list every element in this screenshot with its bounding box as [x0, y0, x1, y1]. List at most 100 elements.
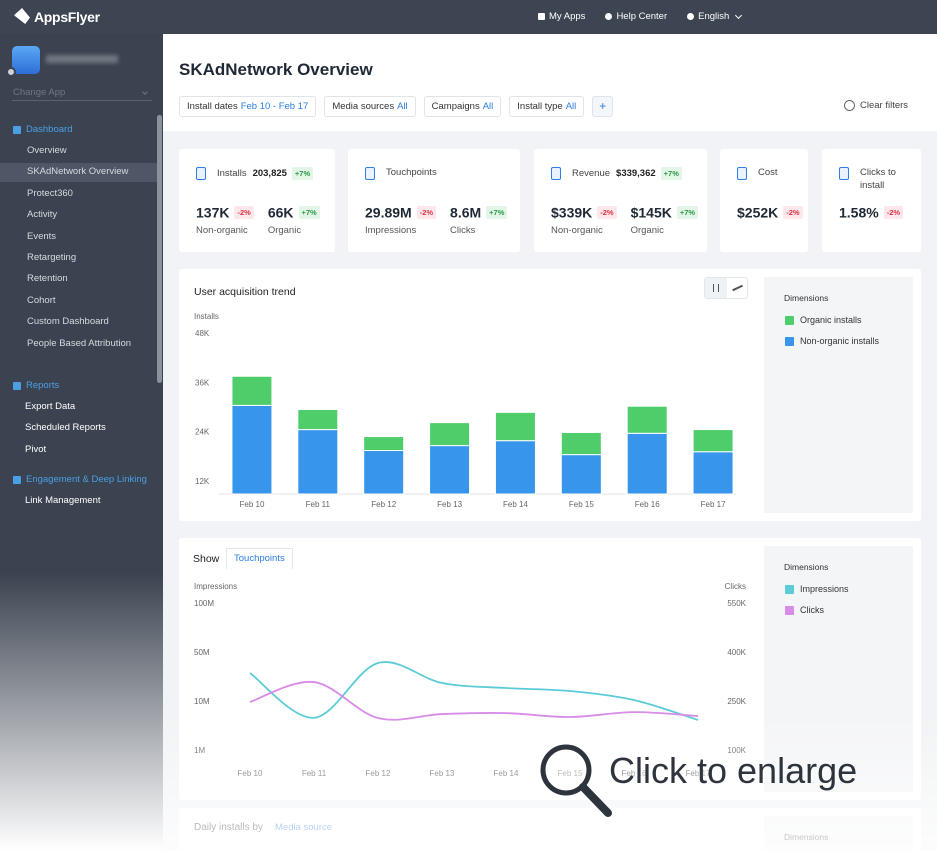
kpi-title: Revenue: [572, 168, 611, 180]
metric-row: 29.89M -2%: [365, 203, 437, 221]
nav-link[interactable]: Help Center: [605, 11, 667, 22]
logo-mark: [14, 8, 30, 24]
kpi-metric: 137K -2% Non-organic: [196, 203, 254, 236]
section-icon: [13, 126, 21, 134]
kpi-metric: $339K -2% Non-organic: [551, 203, 617, 236]
kpi-total: $339,362: [616, 168, 656, 180]
change-badge: -2%: [883, 205, 904, 219]
kpi-metrics: $339K -2% Non-organic $145K +7% Organic: [551, 203, 699, 236]
legend-label: Impressions: [800, 584, 849, 594]
bar-toggle[interactable]: [705, 278, 727, 298]
sidebar: Change App Dashboard Overview SKAdNetwork O…: [0, 34, 163, 851]
kpi-head: Cost: [758, 166, 814, 179]
filter-value: All: [565, 101, 577, 112]
sidebar-item[interactable]: SKAdNetwork Overview: [27, 166, 129, 178]
legend-label: Organic installs: [800, 315, 862, 325]
sidebar-item[interactable]: Custom Dashboard: [27, 316, 109, 328]
metric-value: $145K: [630, 204, 672, 221]
sidebar-item[interactable]: Retention: [27, 273, 68, 285]
filter-chip[interactable]: Media sources All: [324, 96, 416, 117]
kpi-icon: [551, 167, 561, 180]
filter-chip[interactable]: Campaigns All: [423, 96, 502, 117]
top-nav: My Apps Help Center English: [538, 11, 743, 22]
metric-value: 1.58%: [839, 204, 879, 221]
chart-type-toggle: [704, 277, 748, 299]
kpi-card: Cost $252K -2%: [720, 149, 808, 252]
legend-label: Clicks: [800, 605, 824, 615]
page-title: SKAdNetwork Overview: [179, 60, 373, 79]
selector-tab[interactable]: Touchpoints: [226, 548, 293, 569]
app-switch[interactable]: Change App: [13, 87, 66, 98]
nav-label: My Apps: [549, 11, 586, 22]
magnifier-handle: [579, 783, 612, 817]
legend-checkbox: [785, 605, 794, 615]
filter-label: Install dates: [187, 101, 238, 112]
kpi-icon: [737, 167, 747, 180]
kpi-icon: [365, 167, 375, 180]
sidebar-item[interactable]: Activity: [27, 209, 58, 221]
section-title[interactable]: Reports: [26, 380, 60, 391]
metric-value: 8.6M: [450, 204, 482, 221]
sidebar-item[interactable]: Events: [27, 230, 57, 242]
change-badge: -2%: [597, 205, 617, 219]
sidebar-item[interactable]: Cohort: [27, 294, 56, 306]
kpi-metric: $145K +7% Organic: [631, 203, 699, 236]
change-badge: +7%: [291, 167, 314, 180]
sidebar-item[interactable]: Pivot: [25, 443, 47, 455]
enlarge-text[interactable]: Click to enlarge: [609, 750, 858, 791]
magnifier-lens: [540, 744, 592, 796]
filter-value: Feb 10 - Feb 17: [240, 101, 309, 112]
app-icon: [12, 46, 40, 74]
kpi-card: Revenue $339,362 +7% $339K -2% Non-organic $14…: [534, 149, 707, 252]
app-switch-line: [12, 100, 152, 101]
selector-label: Show: [193, 553, 220, 565]
kpi-metrics: 137K -2% Non-organic 66K +7% Organic: [196, 203, 320, 236]
change-badge: +7%: [676, 205, 699, 219]
metric-value: 29.89M: [365, 204, 412, 221]
nav-link[interactable]: English: [687, 11, 743, 22]
legend-item[interactable]: Organic installs: [785, 315, 862, 325]
change-badge: +7%: [298, 205, 320, 219]
legend-title: Dimensions: [784, 293, 829, 303]
kpi-total: 203,825: [252, 168, 287, 180]
add-filter[interactable]: +: [592, 96, 614, 117]
bar-toggle-icon: [713, 284, 719, 292]
filter-chip[interactable]: Install type All: [509, 96, 585, 117]
sidebar-item[interactable]: Overview: [27, 145, 67, 156]
chevron: [735, 11, 743, 19]
kpi-card: Clicks to install 1.58% -2%: [822, 149, 921, 252]
scrollbar: [157, 115, 162, 383]
metric-row: 8.6M +7%: [450, 203, 508, 221]
sidebar-item[interactable]: Protect360: [27, 187, 73, 199]
clear-filters[interactable]: Clear filters: [844, 100, 908, 111]
legend-item[interactable]: Clicks: [785, 605, 824, 615]
kpi-metric: 66K +7% Organic: [268, 203, 320, 236]
nav-link[interactable]: My Apps: [538, 11, 585, 22]
page-header: SKAdNetwork Overview Install dates Feb 10 …: [163, 34, 937, 131]
legend-item[interactable]: Non-organic installs: [785, 336, 879, 346]
kpi-metric: 8.6M +7% Clicks: [450, 203, 508, 236]
section-title[interactable]: Engagement & Deep Linking: [26, 474, 147, 485]
sidebar-item[interactable]: People Based Attribution: [27, 337, 132, 349]
clear-label: Clear filters: [860, 100, 909, 111]
metric-label: Non-organic: [551, 225, 603, 237]
change-badge: +7%: [660, 167, 682, 180]
metric-row: 137K -2%: [196, 203, 254, 220]
sidebar-item[interactable]: Scheduled Reports: [25, 422, 106, 434]
sidebar-item[interactable]: Export Data: [25, 401, 76, 412]
section-title[interactable]: Dashboard: [26, 124, 73, 135]
sidebar-item[interactable]: Link Management: [25, 495, 101, 506]
dimensions-panel: Dimensions Organic installs Non-organic in…: [764, 277, 913, 513]
metric-row: 66K +7%: [268, 203, 320, 220]
filter-chip[interactable]: Install dates Feb 10 - Feb 17: [179, 96, 317, 117]
filter-label: Install type: [517, 101, 563, 112]
kpi-metric: 1.58% -2%: [839, 203, 904, 221]
metric-row: $339K -2%: [551, 203, 617, 220]
chart-title: User acquisition trend: [194, 286, 296, 298]
kpi-head: Installs 203,825 +7%: [217, 167, 314, 180]
metric-row: 1.58% -2%: [839, 203, 904, 221]
legend-item[interactable]: Impressions: [785, 584, 849, 594]
line-toggle-icon[interactable]: [732, 284, 743, 291]
sidebar-item[interactable]: Retargeting: [27, 252, 77, 263]
legend-checkbox: [785, 336, 794, 346]
